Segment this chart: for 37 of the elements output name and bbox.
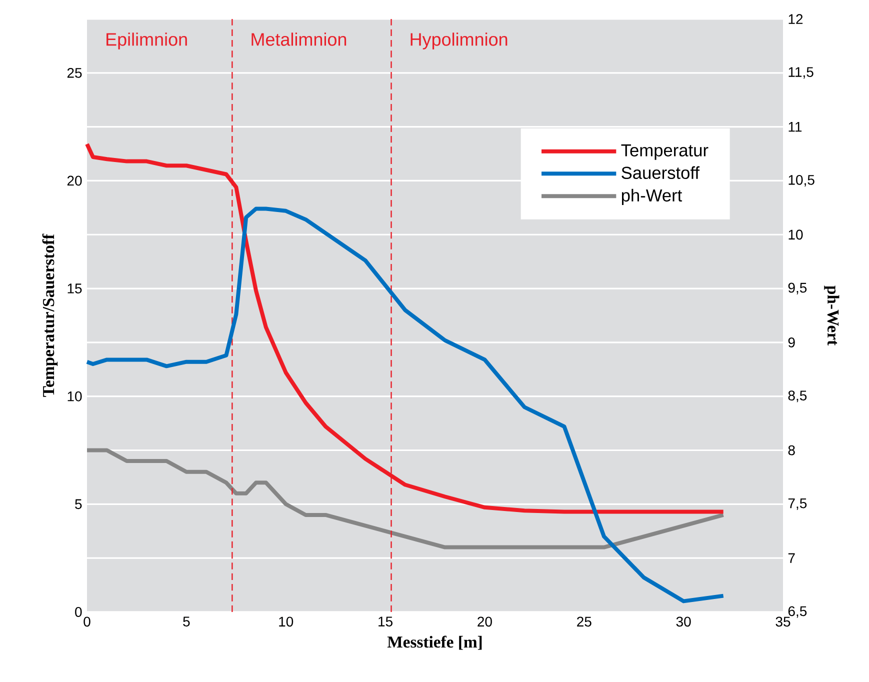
y-tick-label: 15: [68, 284, 82, 294]
y2-tick-label: 10: [788, 230, 803, 240]
y-tick-label: 10: [68, 391, 82, 402]
y2-tick-label: 11: [788, 122, 802, 132]
legend-label: ph-Wert: [622, 188, 682, 205]
line-series: [85, 448, 726, 550]
y2-tick-label: 7: [788, 553, 795, 563]
y2-tick-label: 6,5: [788, 606, 807, 618]
annotation: Hypolimnion: [410, 32, 508, 50]
annotation: Epilimnion: [106, 32, 187, 50]
x-tick-label: 0: [84, 616, 90, 627]
y2-tick-label: 7,5: [788, 498, 807, 510]
y2-tick-label: 10,5: [788, 174, 814, 187]
annotation: Metalimnion: [252, 32, 346, 46]
y-tick-label: 5: [75, 499, 82, 510]
y-tick-label: 25: [67, 68, 82, 78]
y-tick-label: 0: [75, 607, 82, 617]
y2-axis-title: ph-Wert: [824, 286, 840, 346]
x-tick-label: 10: [279, 616, 294, 627]
legend-label: Sauerstoff: [622, 166, 700, 180]
line-series: [85, 206, 726, 604]
y2-tick-label: 8: [788, 445, 795, 456]
y-tick-label: 20: [67, 176, 82, 186]
y2-tick-label: 9: [788, 338, 795, 348]
y2-tick-label: 11,5: [788, 67, 814, 79]
y2-tick-label: 12: [788, 14, 803, 24]
x-axis-title: Messtiefe [m]: [387, 636, 482, 650]
x-tick-label: 35: [776, 616, 790, 627]
y2-tick-label: 9,5: [788, 282, 807, 294]
y-axis-title: Temperatur/Sauerstoff: [42, 234, 58, 397]
x-tick-label: 25: [577, 616, 592, 627]
x-tick-label: 15: [378, 616, 392, 626]
x-tick-label: 5: [183, 616, 190, 626]
y2-tick-label: 8,5: [788, 390, 807, 402]
legend-label: Temperatur: [621, 144, 708, 160]
x-tick-label: 20: [478, 616, 492, 627]
x-tick-label: 30: [676, 616, 691, 627]
